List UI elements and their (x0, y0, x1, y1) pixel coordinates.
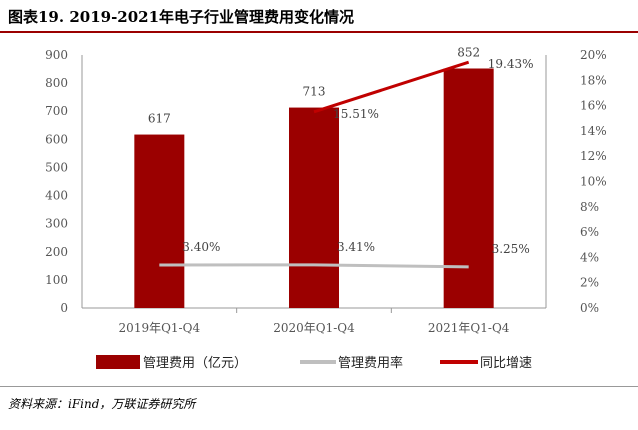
y2-tick-label: 14% (580, 124, 607, 138)
y-tick-label: 0 (60, 301, 68, 315)
growth-value-label: 15.51% (333, 107, 379, 121)
y-tick-label: 200 (45, 245, 68, 259)
legend-swatch-bar (96, 355, 140, 369)
y-tick-label: 100 (45, 273, 68, 287)
bar (443, 68, 494, 308)
y-tick-label: 800 (45, 76, 68, 90)
y-tick-label: 300 (45, 217, 68, 231)
y-tick-label: 400 (45, 189, 68, 203)
y2-tick-label: 18% (580, 73, 607, 87)
legend-label: 管理费用率 (338, 355, 403, 371)
rate-value-label: 3.25% (492, 242, 530, 256)
y2-tick-label: 2% (580, 276, 599, 290)
chart-title: 图表19. 2019-2021年电子行业管理费用变化情况 (8, 8, 355, 26)
y2-tick-label: 0% (580, 301, 599, 315)
rate-value-label: 3.41% (337, 240, 375, 254)
bar (134, 134, 185, 308)
growth-value-label: 19.43% (488, 57, 534, 71)
x-tick-label: 2019年Q1-Q4 (119, 321, 201, 335)
bar (289, 107, 339, 308)
source-note: 资料来源：iFind，万联证券研究所 (8, 397, 196, 411)
rate-value-label: 3.40% (182, 240, 220, 254)
bar-value-label: 852 (457, 45, 480, 59)
y2-tick-label: 10% (580, 175, 607, 189)
y2-tick-label: 4% (580, 250, 599, 264)
y-tick-label: 900 (45, 48, 68, 62)
y2-tick-label: 6% (580, 225, 599, 239)
y2-tick-label: 12% (580, 149, 607, 163)
rate-series-line (159, 263, 469, 269)
legend-label: 同比增速 (480, 356, 532, 371)
y-tick-label: 600 (45, 132, 68, 146)
y2-tick-label: 16% (580, 99, 607, 113)
bar-value-label: 713 (303, 85, 326, 99)
title-divider (0, 31, 638, 33)
combo-chart: 0 100 200 300 400 500 600 700 800 900 0% 2% 4% 6% 8% 10… (45, 45, 607, 371)
source-divider (0, 386, 638, 387)
y-tick-label: 500 (45, 160, 68, 174)
x-tick-label: 2020年Q1-Q4 (273, 321, 355, 335)
y-tick-label: 700 (45, 104, 68, 118)
legend-label: 管理费用（亿元） (143, 356, 247, 371)
y2-tick-label: 8% (580, 200, 599, 214)
y2-tick-label: 20% (580, 48, 607, 62)
growth-series-line (313, 60, 470, 114)
x-tick-label: 2021年Q1-Q4 (428, 321, 510, 335)
bar-value-label: 617 (148, 112, 171, 126)
